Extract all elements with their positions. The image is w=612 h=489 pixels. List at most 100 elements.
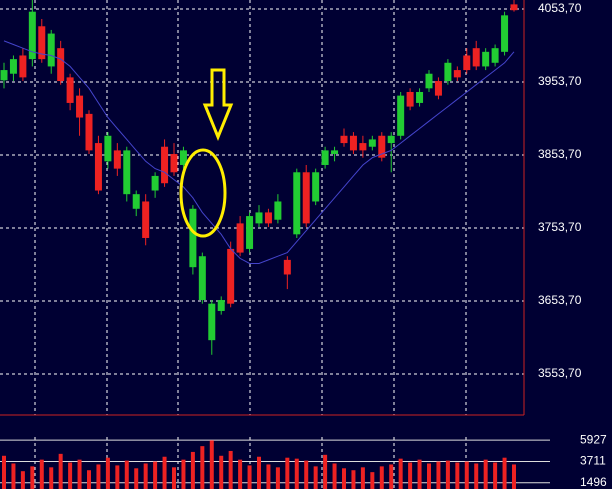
volume-bar xyxy=(134,468,139,489)
volume-bar xyxy=(87,470,91,489)
volume-bar xyxy=(20,471,25,489)
candle-body xyxy=(368,139,376,147)
volume-bar xyxy=(379,466,384,489)
volume-bar xyxy=(247,465,252,489)
candle-body xyxy=(179,150,187,165)
volume-bar xyxy=(68,462,73,489)
candle-body xyxy=(113,150,121,169)
volume-bar xyxy=(143,463,148,489)
volume-bar xyxy=(304,460,309,489)
candle-body xyxy=(378,135,386,158)
volume-bar xyxy=(436,461,441,489)
volume-bar xyxy=(360,467,365,489)
volume-bar xyxy=(49,467,54,489)
candle-body xyxy=(349,135,357,151)
candle-body xyxy=(264,212,272,224)
volume-bar xyxy=(115,465,120,489)
y-tick-label: 4053,70 xyxy=(538,1,582,15)
volume-bar xyxy=(228,450,233,489)
volume-bar xyxy=(427,463,431,489)
candle-body xyxy=(227,248,235,304)
candle-body xyxy=(453,70,461,78)
volume-bar xyxy=(323,454,328,489)
candle-body xyxy=(359,143,367,151)
candle-body xyxy=(302,172,310,224)
candle-body xyxy=(217,300,225,311)
candle-body xyxy=(501,15,509,52)
y-tick-label: 5927 xyxy=(580,432,607,446)
volume-bar xyxy=(181,459,186,489)
volume-bar xyxy=(219,455,224,489)
volume-bar xyxy=(313,466,318,489)
candle-body xyxy=(76,95,84,118)
volume-bar xyxy=(162,456,167,489)
candle-body xyxy=(406,91,414,107)
candle-body xyxy=(331,150,339,155)
candle-body xyxy=(236,223,244,253)
candle-body xyxy=(19,55,27,78)
candle-body xyxy=(321,150,329,165)
y-tick-label: 3653,70 xyxy=(538,293,582,307)
volume-bar xyxy=(30,466,35,489)
volume-bar xyxy=(105,457,110,489)
y-tick-label: 3953,70 xyxy=(538,74,582,88)
candle-body xyxy=(472,48,480,67)
candle-body xyxy=(161,146,169,184)
volume-bar xyxy=(332,463,337,489)
candle-body xyxy=(132,194,140,209)
y-tick-label: 3753,70 xyxy=(538,220,582,234)
y-tick-label: 3853,70 xyxy=(538,147,582,161)
volume-bar xyxy=(483,459,488,489)
volume-bar xyxy=(502,457,507,489)
volume-bar xyxy=(39,459,44,489)
candle-body xyxy=(482,51,490,67)
volume-bar xyxy=(209,440,214,489)
candle-body xyxy=(312,172,320,202)
volume-bar xyxy=(11,463,16,489)
volume-bar xyxy=(238,459,243,489)
volume-bar xyxy=(351,470,356,489)
candle-body xyxy=(293,172,301,235)
candle-body xyxy=(444,62,452,82)
volume-bar xyxy=(370,472,375,489)
volume-bar xyxy=(153,461,158,489)
candle-body xyxy=(47,33,55,67)
y-tick-label: 3553,70 xyxy=(538,366,582,380)
volume-bar xyxy=(417,459,422,489)
candle-body xyxy=(151,175,159,191)
candle-body xyxy=(208,303,216,341)
volume-bar xyxy=(190,451,195,489)
candle-body xyxy=(94,143,102,191)
volume-bar xyxy=(266,464,271,489)
candle-body xyxy=(142,201,150,238)
candle-body xyxy=(9,59,17,74)
candle-body xyxy=(491,48,499,63)
volume-bar xyxy=(257,456,261,489)
volume-bar xyxy=(474,463,479,489)
annotation-arrow xyxy=(202,68,234,141)
candle-body xyxy=(434,81,442,96)
candle-body xyxy=(274,201,282,220)
candle-body xyxy=(38,26,46,60)
candle-body xyxy=(246,216,254,249)
volume-bar xyxy=(285,457,290,489)
candle-body xyxy=(28,11,36,60)
volume-bar xyxy=(58,453,63,489)
candle-body xyxy=(255,212,263,224)
candle-body xyxy=(510,4,518,11)
candle-body xyxy=(85,113,93,151)
volume-bar xyxy=(200,446,205,489)
volume-bar xyxy=(2,455,6,489)
y-tick-label: 3711 xyxy=(580,454,606,468)
annotation xyxy=(179,68,234,238)
candle-body xyxy=(397,95,405,136)
candle-body xyxy=(425,73,433,89)
candle-body xyxy=(416,91,424,103)
volume-bar xyxy=(124,460,129,489)
volume-bar xyxy=(342,468,346,489)
volume-bar xyxy=(275,467,280,489)
volume-bar xyxy=(96,464,101,489)
